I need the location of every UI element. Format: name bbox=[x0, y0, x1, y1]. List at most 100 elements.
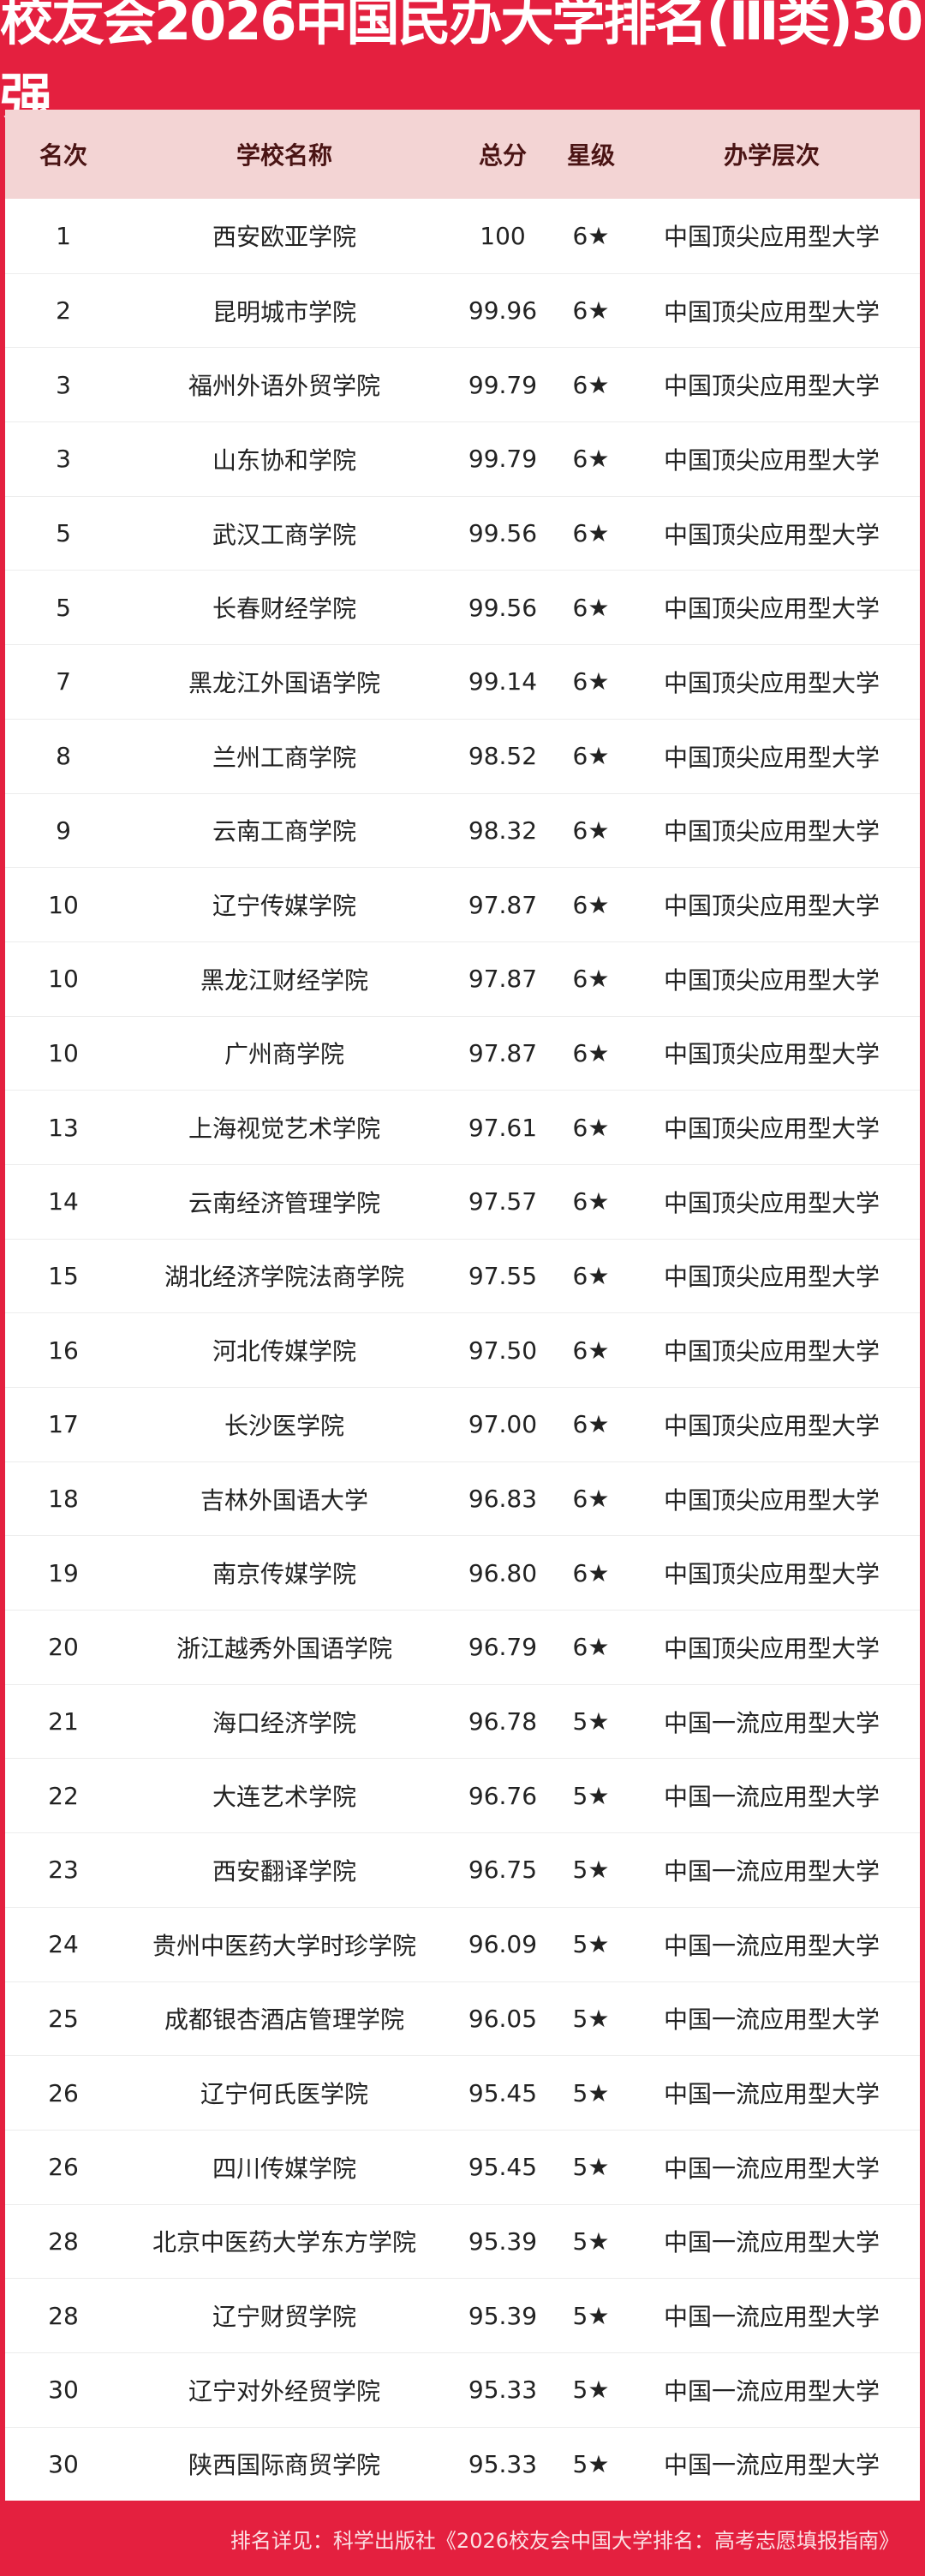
rank-cell: 28 bbox=[48, 2226, 79, 2256]
table-row: 13 上海视觉艺术学院 97.61 6★ 中国顶尖应用型大学 bbox=[5, 1090, 920, 1164]
rank-cell: 3 bbox=[56, 370, 71, 399]
table-row: 26 辽宁何氏医学院 95.45 5★ 中国一流应用型大学 bbox=[5, 2055, 920, 2130]
star-rating-cell: 5★ bbox=[572, 1781, 610, 1810]
school-name-cell: 武汉工商学院 bbox=[212, 520, 356, 549]
score-cell: 96.05 bbox=[468, 2004, 538, 2033]
school-name-cell: 辽宁财贸学院 bbox=[212, 2303, 356, 2332]
rank-cell: 18 bbox=[48, 1485, 79, 1514]
star-rating-cell: 6★ bbox=[572, 742, 610, 771]
level-cell: 中国顶尖应用型大学 bbox=[663, 1634, 880, 1663]
table-row: 3 山东协和学院 99.79 6★ 中国顶尖应用型大学 bbox=[5, 421, 920, 496]
level-cell: 中国一流应用型大学 bbox=[663, 2303, 880, 2332]
rank-cell: 10 bbox=[48, 1038, 79, 1067]
star-rating-cell: 6★ bbox=[572, 1261, 610, 1290]
rank-cell: 20 bbox=[48, 1633, 79, 1662]
rank-cell: 2 bbox=[56, 296, 71, 326]
school-name-cell: 西安翻译学院 bbox=[212, 1856, 356, 1886]
level-cell: 中国顶尖应用型大学 bbox=[663, 297, 880, 326]
level-cell: 中国顶尖应用型大学 bbox=[663, 817, 880, 846]
table-row: 21 海口经济学院 96.78 5★ 中国一流应用型大学 bbox=[5, 1683, 920, 1759]
star-rating-cell: 5★ bbox=[572, 2376, 610, 2405]
rank-cell: 26 bbox=[48, 2153, 79, 2182]
table-row: 8 兰州工商学院 98.52 6★ 中国顶尖应用型大学 bbox=[5, 718, 920, 793]
score-cell: 97.87 bbox=[468, 1038, 538, 1067]
table-header: 名次 学校名称 总分 星级 办学层次 bbox=[5, 110, 920, 199]
ranking-table: 名次 学校名称 总分 星级 办学层次 1 西安欧亚学院 100 6★ 中国顶尖应用型大学… bbox=[5, 110, 920, 2501]
rank-cell: 30 bbox=[48, 2376, 79, 2405]
level-cell: 中国一流应用型大学 bbox=[663, 2376, 880, 2406]
score-cell: 95.39 bbox=[468, 2301, 538, 2330]
score-cell: 99.79 bbox=[468, 370, 538, 399]
rank-cell: 5 bbox=[56, 593, 71, 622]
rank-cell: 26 bbox=[48, 2078, 79, 2107]
level-cell: 中国一流应用型大学 bbox=[663, 2080, 880, 2109]
score-cell: 96.09 bbox=[468, 1930, 538, 1959]
school-name-cell: 黑龙江外国语学院 bbox=[188, 668, 380, 697]
star-rating-cell: 6★ bbox=[572, 593, 610, 622]
score-cell: 97.55 bbox=[468, 1261, 538, 1290]
school-name-cell: 大连艺术学院 bbox=[212, 1783, 356, 1812]
rank-cell: 25 bbox=[48, 2004, 79, 2033]
level-cell: 中国顶尖应用型大学 bbox=[663, 1411, 880, 1440]
table-row: 1 西安欧亚学院 100 6★ 中国顶尖应用型大学 bbox=[5, 199, 920, 273]
score-cell: 97.61 bbox=[468, 1113, 538, 1142]
level-cell: 中国一流应用型大学 bbox=[663, 2154, 880, 2183]
level-cell: 中国顶尖应用型大学 bbox=[663, 595, 880, 624]
score-cell: 95.33 bbox=[468, 2449, 538, 2478]
page-title: 校友会2026中国民办大学排名(Ⅲ类)30强 bbox=[0, 0, 923, 129]
school-name-cell: 河北传媒学院 bbox=[212, 1337, 356, 1366]
table-row: 7 黑龙江外国语学院 99.14 6★ 中国顶尖应用型大学 bbox=[5, 644, 920, 719]
table-row: 28 辽宁财贸学院 95.39 5★ 中国一流应用型大学 bbox=[5, 2278, 920, 2352]
star-rating-cell: 5★ bbox=[572, 2226, 610, 2256]
table-row: 18 吉林外国语大学 96.83 6★ 中国顶尖应用型大学 bbox=[5, 1461, 920, 1536]
rank-cell: 23 bbox=[48, 1856, 79, 1885]
header-stars: 星级 bbox=[566, 141, 615, 170]
table-row: 22 大连艺术学院 96.76 5★ 中国一流应用型大学 bbox=[5, 1758, 920, 1832]
score-cell: 98.52 bbox=[468, 742, 538, 771]
school-name-cell: 辽宁何氏医学院 bbox=[200, 2080, 368, 2109]
star-rating-cell: 6★ bbox=[572, 1336, 610, 1365]
level-cell: 中国一流应用型大学 bbox=[663, 2451, 880, 2480]
school-name-cell: 贵州中医药大学时珍学院 bbox=[152, 1931, 416, 1960]
header-score: 总分 bbox=[478, 141, 527, 170]
score-cell: 96.79 bbox=[468, 1633, 538, 1662]
rank-cell: 28 bbox=[48, 2301, 79, 2330]
star-rating-cell: 6★ bbox=[572, 370, 610, 399]
table-row: 3 福州外语外贸学院 99.79 6★ 中国顶尖应用型大学 bbox=[5, 347, 920, 421]
level-cell: 中国顶尖应用型大学 bbox=[663, 965, 880, 995]
rank-cell: 17 bbox=[48, 1410, 79, 1439]
header-school: 学校名称 bbox=[236, 141, 332, 170]
level-cell: 中国顶尖应用型大学 bbox=[663, 1188, 880, 1217]
star-rating-cell: 6★ bbox=[572, 1410, 610, 1439]
school-name-cell: 云南工商学院 bbox=[212, 817, 356, 846]
table-row: 30 辽宁对外经贸学院 95.33 5★ 中国一流应用型大学 bbox=[5, 2352, 920, 2427]
star-rating-cell: 6★ bbox=[572, 1113, 610, 1142]
rank-cell: 22 bbox=[48, 1781, 79, 1810]
source-note: 排名详见：科学出版社《2026校友会中国大学排名：高考志愿填报指南》 bbox=[230, 2529, 899, 2553]
table-row: 5 长春财经学院 99.56 6★ 中国顶尖应用型大学 bbox=[5, 570, 920, 644]
star-rating-cell: 6★ bbox=[572, 1485, 610, 1514]
star-rating-cell: 5★ bbox=[572, 1856, 610, 1885]
school-name-cell: 福州外语外贸学院 bbox=[188, 372, 380, 401]
table-row: 30 陕西国际商贸学院 95.33 5★ 中国一流应用型大学 bbox=[5, 2426, 920, 2501]
school-name-cell: 辽宁传媒学院 bbox=[212, 892, 356, 921]
star-rating-cell: 6★ bbox=[572, 965, 610, 994]
star-rating-cell: 6★ bbox=[572, 1558, 610, 1587]
star-rating-cell: 5★ bbox=[572, 2078, 610, 2107]
school-name-cell: 吉林外国语大学 bbox=[200, 1485, 368, 1515]
school-name-cell: 南京传媒学院 bbox=[212, 1560, 356, 1589]
school-name-cell: 四川传媒学院 bbox=[212, 2154, 356, 2183]
school-name-cell: 北京中医药大学东方学院 bbox=[152, 2228, 416, 2257]
rank-cell: 21 bbox=[48, 1707, 79, 1736]
star-rating-cell: 5★ bbox=[572, 2301, 610, 2330]
level-cell: 中国顶尖应用型大学 bbox=[663, 668, 880, 697]
level-cell: 中国顶尖应用型大学 bbox=[663, 1560, 880, 1589]
header-level: 办学层次 bbox=[723, 141, 820, 170]
level-cell: 中国顶尖应用型大学 bbox=[663, 1337, 880, 1366]
level-cell: 中国顶尖应用型大学 bbox=[663, 223, 880, 252]
table-row: 28 北京中医药大学东方学院 95.39 5★ 中国一流应用型大学 bbox=[5, 2203, 920, 2279]
table-row: 10 辽宁传媒学院 97.87 6★ 中国顶尖应用型大学 bbox=[5, 867, 920, 941]
level-cell: 中国一流应用型大学 bbox=[663, 1931, 880, 1960]
rank-cell: 10 bbox=[48, 890, 79, 919]
score-cell: 95.33 bbox=[468, 2376, 538, 2405]
